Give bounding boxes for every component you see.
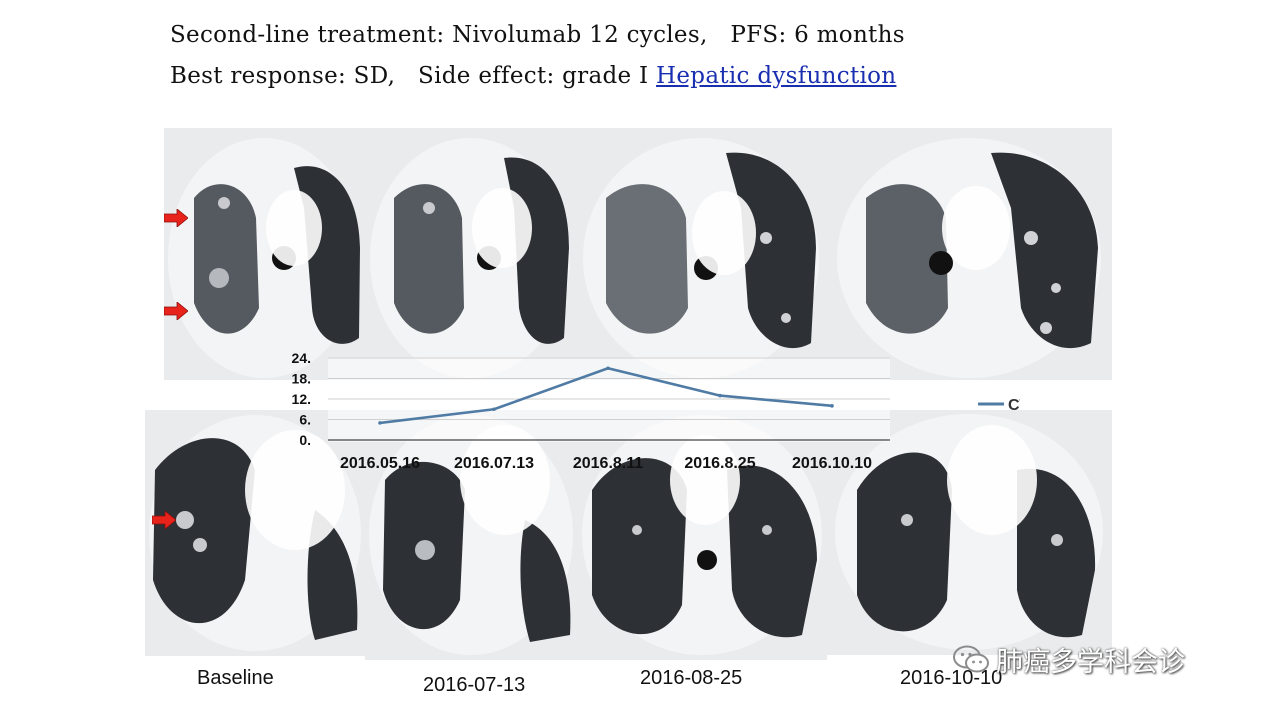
red-arrow-icon: [164, 209, 188, 227]
x-tick-label: 2016.8.11: [573, 455, 643, 472]
red-arrow-icon: [164, 302, 188, 320]
ct-scan-bottom-0713: [365, 410, 577, 660]
scan-label-1010: 2016-10-10: [900, 667, 1003, 689]
x-tick-label: 2016.10.10: [792, 455, 872, 472]
x-tick-label: 2016.8.25: [684, 455, 755, 472]
x-tick-label: 2016.07.13: [454, 455, 534, 472]
ct-scan-bottom-baseline: [145, 410, 365, 656]
red-arrow-icon: [152, 511, 176, 529]
ctc-data-point: [606, 366, 610, 371]
y-tick-label: 24.: [292, 350, 311, 366]
hepatic-dysfunction-link[interactable]: Hepatic dysfunction: [656, 63, 897, 89]
wechat-watermark: 肺癌多学科会诊: [952, 640, 1185, 679]
ctc-data-point: [830, 404, 834, 408]
ctc-data-point: [378, 421, 382, 425]
ct-scan-top-0713: [364, 128, 576, 380]
legend-label: CTC: [1008, 397, 1020, 414]
y-tick-label: 6.: [299, 412, 311, 428]
wechat-account-name: 肺癌多学科会诊: [996, 647, 1185, 678]
ct-scan-bottom-0825: [577, 410, 827, 660]
wechat-icon: [953, 645, 989, 672]
treatment-line: Second-line treatment: Nivolumab 12 cycl…: [170, 22, 905, 48]
y-tick-label: 0.: [299, 432, 311, 448]
response-line: Best response: SD, Side effect: grade Ⅰ …: [170, 63, 896, 89]
y-tick-label: 18.: [292, 371, 311, 387]
ctc-line-chart: 0. 6. 12. 18. 24. 2016.05.16 2016.07.13 2016.8…: [292, 350, 1020, 472]
scan-label-0713: 2016-07-13: [423, 674, 526, 696]
scan-label-0825: 2016-08-25: [640, 667, 743, 689]
ct-scan-top-baseline: [164, 128, 364, 380]
scan-label-baseline: Baseline: [197, 667, 274, 689]
ct-scan-top-1010: [826, 128, 1112, 380]
ct-scan-top-0825: [576, 128, 826, 380]
x-tick-label: 2016.05.16: [340, 455, 420, 472]
y-tick-label: 12.: [292, 391, 311, 407]
response-text: Best response: SD, Side effect: grade Ⅰ: [170, 63, 657, 89]
ct-scan-bottom-1010: [827, 410, 1112, 655]
ctc-data-point: [718, 393, 722, 398]
ctc-data-point: [492, 407, 496, 412]
